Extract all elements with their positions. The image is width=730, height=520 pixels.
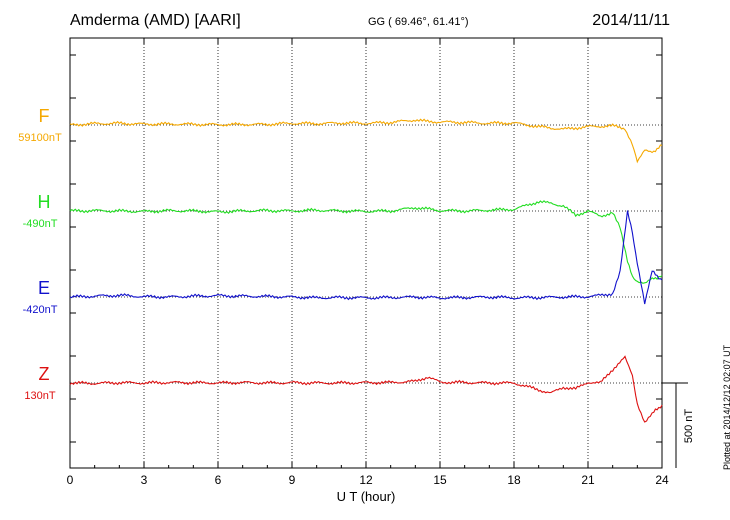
series-line-h [69, 200, 663, 284]
observation-date: 2014/11/11 [592, 12, 670, 29]
x-tick-label: 24 [655, 473, 669, 487]
series-name-e: E [38, 278, 50, 298]
x-tick-label: 0 [67, 473, 74, 487]
x-tick-label: 21 [581, 473, 595, 487]
series-baseline-f: 59100nT [18, 132, 62, 144]
plot-frame [69, 37, 663, 469]
plotted-timestamp: Plotted at 2014/12/12 02:07 UT [722, 344, 730, 470]
series-name-f: F [39, 106, 50, 126]
x-tick-label: 15 [433, 473, 447, 487]
scale-bar-label: 500 nT [683, 409, 695, 444]
x-tick-label: 9 [289, 473, 296, 487]
station-title: Amderma (AMD) [AARI] [70, 12, 241, 29]
series-baseline-e: -420nT [23, 304, 58, 316]
x-tick-label: 18 [507, 473, 521, 487]
series-line-e [69, 210, 663, 305]
x-axis-label: U T (hour) [337, 489, 396, 504]
series-line-z [69, 355, 663, 423]
series-name-h: H [38, 192, 51, 212]
series-name-z: Z [39, 364, 50, 384]
x-tick-label: 3 [141, 473, 148, 487]
series-baseline-h: -490nT [23, 218, 58, 230]
geographic-coordinates: GG ( 69.46°, 61.41°) [368, 16, 469, 28]
x-tick-label: 6 [215, 473, 222, 487]
series-line-f [69, 118, 663, 164]
x-tick-label: 12 [359, 473, 373, 487]
series-baseline-z: 130nT [24, 390, 55, 402]
